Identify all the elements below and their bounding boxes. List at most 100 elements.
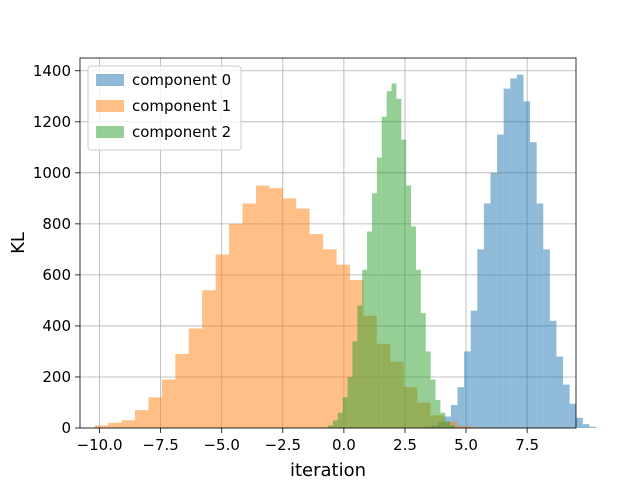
y-axis-ticks: 0 200 400 600 800 1000 1200 1400 [33, 62, 80, 437]
histogram-bar [576, 417, 583, 428]
histogram-bar [477, 249, 484, 428]
histogram-bar [386, 91, 392, 428]
x-tick-label: 0.0 [332, 436, 356, 454]
legend-swatch [96, 74, 124, 86]
legend-swatch [96, 100, 124, 112]
legend-label: component 0 [132, 71, 231, 89]
histogram-bars [94, 74, 597, 429]
histogram-bar [188, 328, 203, 428]
histogram-bar [352, 341, 358, 428]
histogram-bar [175, 354, 189, 428]
histogram-bar [342, 397, 348, 428]
x-tick-label: 2.5 [393, 436, 417, 454]
y-tick-label: 1000 [33, 164, 71, 182]
x-axis-label: iteration [290, 460, 366, 480]
x-tick-label: −5.0 [203, 436, 239, 454]
histogram-bar [357, 305, 363, 428]
histogram-bar [530, 142, 537, 428]
histogram-bar [336, 264, 350, 428]
histogram-bar [391, 83, 397, 428]
histogram-bar [255, 185, 270, 428]
histogram-bar [549, 320, 557, 428]
histogram-bar [425, 351, 431, 428]
series-2-bars [328, 83, 456, 429]
histogram-bar [435, 399, 441, 428]
y-tick-label: 400 [42, 317, 71, 335]
histogram-bar [445, 421, 451, 428]
plot-frame [79, 57, 577, 429]
series-0-bars [424, 74, 597, 429]
histogram-bar [108, 422, 122, 428]
histogram-bar [202, 290, 216, 428]
histogram-bar [497, 134, 504, 428]
y-tick-label: 200 [42, 368, 71, 386]
x-tick-label: −2.5 [265, 436, 301, 454]
histogram-bar [367, 231, 372, 428]
histogram-bar [569, 403, 577, 428]
y-axis-label: KL [8, 232, 29, 254]
histogram-bar [376, 157, 382, 428]
y-tick-label: 800 [42, 215, 71, 233]
legend-swatch [96, 126, 124, 138]
histogram-bar [401, 139, 407, 429]
y-tick-label: 0 [61, 419, 71, 437]
y-tick-label: 1400 [33, 62, 71, 80]
histogram-bar [371, 193, 377, 428]
histogram-bar [430, 379, 436, 428]
histogram-bar [362, 269, 368, 428]
histogram-bar [450, 425, 456, 428]
histogram-bar [556, 356, 564, 428]
histogram-bar [229, 223, 243, 428]
histogram-bar [457, 387, 465, 428]
histogram-bar [516, 74, 524, 428]
histogram-bar [148, 397, 162, 428]
histogram-bar [523, 101, 531, 429]
histogram-bar [510, 78, 517, 429]
legend-box [87, 65, 242, 151]
legend: component 0 component 1 component 2 [87, 65, 242, 151]
histogram-bar [483, 203, 491, 428]
legend-label: component 1 [132, 97, 231, 115]
histogram-bar [396, 98, 402, 429]
histogram-bar [503, 88, 511, 428]
histogram-bar [563, 384, 570, 428]
histogram-bar [121, 420, 135, 428]
histogram-bar [440, 412, 446, 428]
histogram-bar [134, 410, 149, 428]
histogram-bar [411, 226, 416, 428]
histogram-bar [444, 421, 458, 428]
histogram-bar [242, 203, 256, 428]
histogram-bar [296, 208, 310, 428]
histogram-bar [406, 185, 412, 428]
histogram-bar [328, 425, 333, 428]
histogram-bar [94, 425, 109, 428]
histogram-bar [543, 249, 550, 428]
histogram-bar [161, 379, 176, 428]
histogram-bar [536, 203, 544, 428]
x-tick-label: 7.5 [515, 436, 539, 454]
histogram-bar [381, 116, 387, 429]
histogram-bar [269, 188, 283, 428]
histogram-bar [420, 313, 426, 428]
histogram-bar [332, 420, 338, 428]
histogram-bar [490, 172, 498, 428]
histogram-bar [337, 412, 343, 428]
y-tick-label: 600 [42, 266, 71, 284]
x-tick-label: −7.5 [142, 436, 178, 454]
histogram-bar [450, 405, 458, 428]
legend-label: component 2 [132, 123, 231, 141]
histogram-bar [309, 234, 324, 428]
histogram-bar [415, 269, 421, 428]
histogram-bar [589, 426, 597, 428]
histogram-bar [582, 424, 590, 428]
histogram-bar [215, 254, 230, 428]
histogram-bar [323, 249, 337, 428]
x-tick-label: 5.0 [454, 436, 478, 454]
histogram-bar [282, 198, 297, 428]
histogram-bar [464, 351, 471, 428]
histogram-bar [457, 425, 471, 428]
histogram-bar [470, 310, 478, 428]
y-tick-label: 1200 [33, 113, 71, 131]
